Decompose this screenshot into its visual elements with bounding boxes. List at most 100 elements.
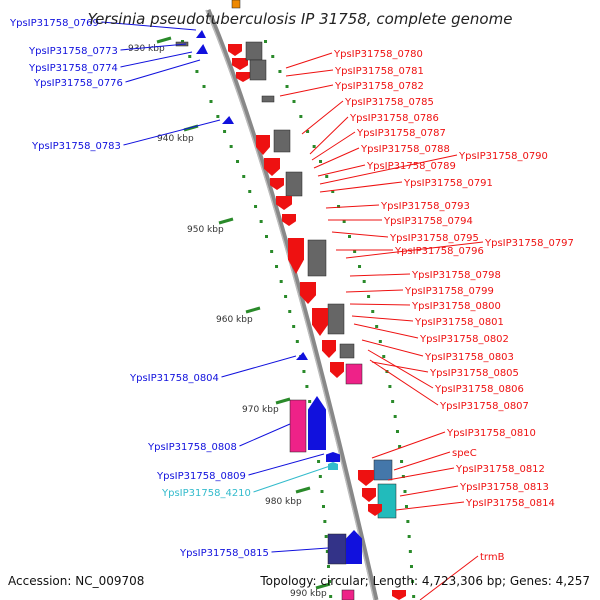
leader-line	[317, 164, 366, 177]
scale-dot	[284, 295, 288, 298]
leader-line	[345, 289, 404, 293]
gene-features	[175, 0, 406, 600]
scale-tick	[218, 217, 234, 225]
genome-backbone-highlight	[205, 9, 375, 600]
scale-dot	[358, 265, 362, 268]
gene-label-YpsIP31758_0794: YpsIP31758_0794	[383, 216, 473, 227]
gene-label-YpsIP31758_0795: YpsIP31758_0795	[389, 233, 479, 244]
forward-gene-arrow	[270, 178, 284, 190]
scale-dot	[325, 175, 329, 178]
leader-line	[351, 315, 414, 322]
forward-gene-arrow	[368, 504, 382, 516]
scale-dot	[248, 190, 252, 193]
leader-line	[419, 555, 479, 600]
leader-line	[271, 547, 329, 553]
gene-label-YpsIP31758_0787: YpsIP31758_0787	[356, 128, 446, 139]
leader-line	[311, 131, 356, 161]
gene-label-YpsIP31758_0796: YpsIP31758_0796	[394, 246, 484, 257]
leader-line	[395, 501, 465, 511]
scale-dot	[401, 475, 405, 478]
scale-dot	[403, 490, 407, 493]
scale-dot	[407, 535, 411, 538]
forward-gene-arrow	[322, 340, 336, 358]
leader-line	[319, 154, 458, 185]
gene-label-YpsIP31758_4210: YpsIP31758_4210	[161, 488, 251, 499]
gene-label-YpsIP31758_0808: YpsIP31758_0808	[147, 442, 237, 453]
reverse-gene-arrow	[326, 452, 340, 462]
scale-dot	[270, 250, 274, 253]
gene-label-YpsIP31758_0799: YpsIP31758_0799	[404, 286, 494, 297]
scale-dot	[188, 55, 192, 58]
scale-dot	[393, 415, 397, 418]
leader-line	[349, 303, 411, 306]
gene-block	[373, 459, 393, 481]
gene-label-YpsIP31758_0780: YpsIP31758_0780	[333, 49, 423, 60]
gene-label-YpsIP31758_0810: YpsIP31758_0810	[446, 428, 536, 439]
leader-line	[371, 431, 446, 459]
scale-dot	[319, 160, 323, 163]
leader-line	[361, 339, 424, 357]
gene-label-YpsIP31758_0804: YpsIP31758_0804	[129, 373, 219, 384]
scale-dot	[371, 310, 375, 313]
scale-tick	[245, 306, 261, 314]
gene-label-YpsIP31758_0809: YpsIP31758_0809	[156, 471, 246, 482]
scale-dot	[299, 115, 303, 118]
gene-label-YpsIP31758_0776: YpsIP31758_0776	[33, 78, 123, 89]
scale-dot	[202, 85, 206, 88]
scale-dot	[181, 40, 185, 43]
scale-dot	[323, 520, 327, 523]
gene-label-YpsIP31758_0798: YpsIP31758_0798	[411, 270, 501, 281]
leader-line	[279, 84, 334, 97]
gene-block	[273, 129, 291, 153]
scale-dot	[318, 475, 322, 478]
scale-dot	[275, 265, 279, 268]
label-leaders	[101, 21, 484, 600]
scale-dot	[308, 400, 312, 403]
leader-line	[319, 181, 403, 193]
scale-dot	[306, 130, 310, 133]
gene-block	[327, 533, 347, 565]
scale-dot	[353, 250, 357, 253]
gene-label-YpsIP31758_0814: YpsIP31758_0814	[465, 498, 555, 509]
gene-label-YpsIP31758_0791: YpsIP31758_0791	[403, 178, 493, 189]
gene-block	[289, 399, 307, 453]
scale-label: 950 kbp	[187, 225, 224, 235]
reverse-gene-marker	[196, 44, 208, 54]
gene-label-trmB: trmB	[480, 552, 505, 563]
scale-dot	[195, 70, 199, 73]
gene-label-YpsIP31758_0813: YpsIP31758_0813	[459, 482, 549, 493]
leader-line	[285, 69, 334, 77]
scale-label: 960 kbp	[216, 315, 253, 325]
forward-gene-arrow	[312, 308, 328, 336]
scale-dot	[324, 535, 328, 538]
scale-dot	[326, 565, 330, 568]
scale-dot	[317, 460, 321, 463]
scale-dot	[279, 280, 283, 283]
scale-dot	[398, 445, 402, 448]
scale-label: 980 kbp	[265, 497, 302, 507]
gene-label-YpsIP31758_0786: YpsIP31758_0786	[349, 113, 439, 124]
scale-tick	[275, 397, 291, 405]
gene-label-YpsIP31758_0806: YpsIP31758_0806	[434, 384, 524, 395]
scale-dot	[321, 505, 325, 508]
scale-dot	[302, 370, 306, 373]
scale-dot	[312, 145, 316, 148]
scale-ticks: 930 kbp 940 kbp 950 kbp 960 kbp 970 kbp 980 k…	[128, 36, 331, 599]
scale-dot	[400, 460, 404, 463]
scale-dot	[259, 220, 263, 223]
scale-label: 940 kbp	[157, 134, 194, 144]
gene-label-YpsIP31758_0788: YpsIP31758_0788	[360, 144, 450, 155]
gene-label-YpsIP31758_0812: YpsIP31758_0812	[455, 464, 545, 475]
scale-dot	[328, 580, 332, 583]
topology-label: Topology: circular; Length: 4,723,306 bp…	[260, 574, 590, 588]
scale-tick	[156, 36, 172, 44]
reverse-gene-arrow	[308, 396, 326, 450]
gene-label-YpsIP31758_0769: YpsIP31758_0769	[9, 18, 99, 29]
scale-dot	[404, 505, 408, 508]
leader-line	[399, 485, 459, 497]
scale-dot	[223, 130, 227, 133]
leader-line	[349, 273, 411, 277]
scale-dot	[409, 565, 413, 568]
gene-label-YpsIP31758_0793: YpsIP31758_0793	[380, 201, 470, 212]
map-title: Yersinia pseudotuberculosis IP 31758, co…	[87, 10, 513, 28]
